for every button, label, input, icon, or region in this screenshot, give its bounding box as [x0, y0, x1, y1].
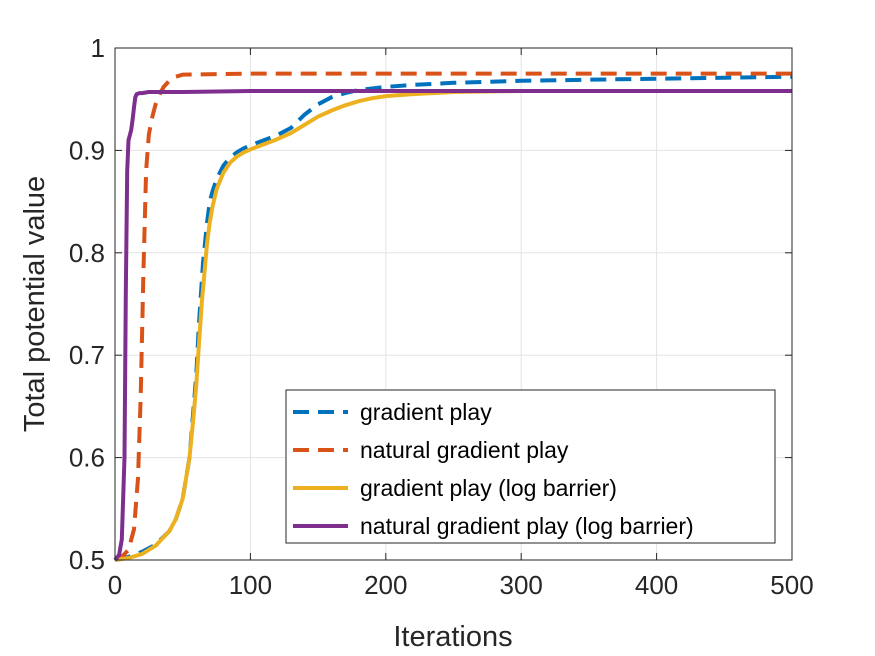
- legend-box: [285, 389, 776, 544]
- y-tick-label: 0.5: [69, 545, 105, 575]
- y-tick-label: 0.6: [69, 443, 105, 473]
- legend-label: gradient play: [360, 399, 492, 425]
- y-tick-label: 0.8: [69, 238, 105, 268]
- legend-label: natural gradient play (log barrier): [360, 513, 694, 539]
- tick-labels: 0 100 200 300 400 500 0.5 0.6 0.7 0.8 0.9 1: [69, 33, 814, 600]
- x-tick-label: 100: [229, 570, 272, 600]
- x-tick-label: 200: [364, 570, 407, 600]
- ticks: [114, 47, 793, 561]
- series-line-natural-gradient-play: [114, 71, 792, 562]
- series-line-gradient-play-log-barrier: [114, 89, 792, 562]
- series-layer: [113, 71, 793, 562]
- series-line-gradient-play: [114, 74, 793, 562]
- legend-label: gradient play (log barrier): [360, 475, 617, 501]
- x-tick-label: 300: [500, 570, 543, 600]
- y-tick-label: 0.9: [69, 135, 105, 165]
- x-tick-label: 0: [108, 570, 122, 600]
- series-line-natural-gradient-play-log-barrier: [113, 89, 792, 562]
- legend-label: natural gradient play: [360, 437, 569, 463]
- y-axis-label: Total potential value: [19, 176, 51, 432]
- x-tick-label: 400: [635, 570, 678, 600]
- legend: gradient play natural gradient play gradie…: [285, 389, 776, 544]
- x-tick-label: 500: [770, 570, 813, 600]
- x-axis-label: Iterations: [393, 621, 512, 653]
- y-tick-label: 0.7: [69, 340, 105, 370]
- grid: [114, 47, 793, 561]
- plot-frame: [114, 47, 793, 561]
- y-tick-label: 1: [91, 33, 105, 63]
